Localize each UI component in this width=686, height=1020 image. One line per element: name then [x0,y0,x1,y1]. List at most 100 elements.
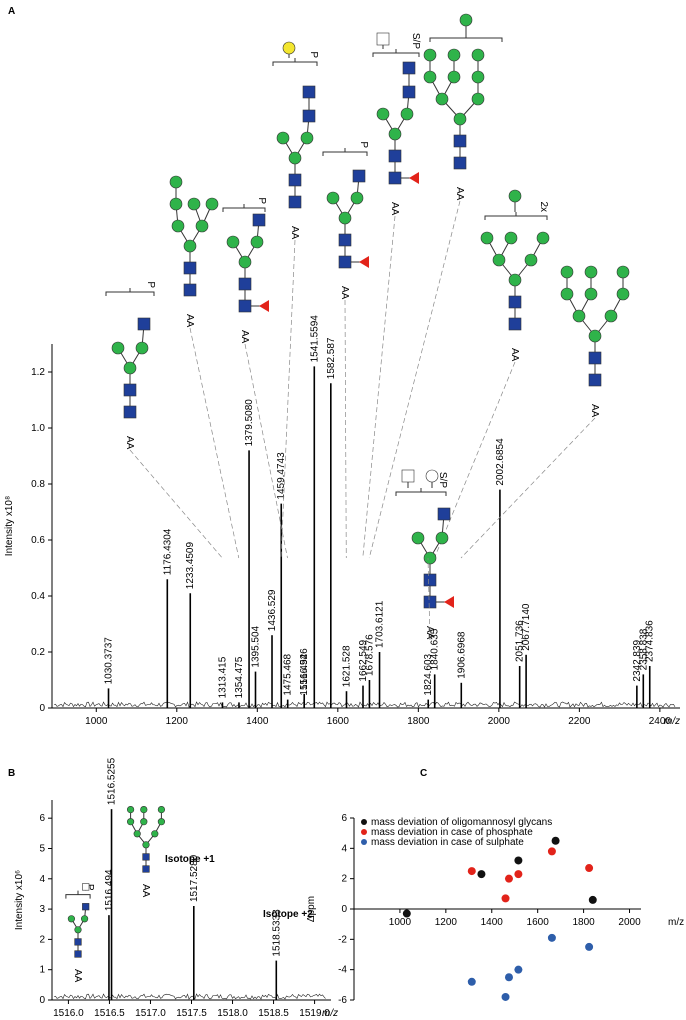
glycan-bracket [272,58,318,66]
peak-label: 1395.504 [250,625,261,667]
guide-line [189,327,240,559]
glycan-label: P [84,884,95,891]
x-tick-label: 2400 [649,716,672,727]
glycan-circle [588,329,602,343]
glycan-circle [411,531,425,545]
glycan-square [376,32,390,46]
peak-label: 1518.5333 [271,909,282,957]
peak-label: 1516.494 [299,653,310,695]
glycan-circle [282,41,296,55]
glycan-end: AA [289,226,300,240]
y-tick-label: 6 [39,813,45,824]
glycan-circle [504,231,518,245]
point [504,973,513,982]
glycan-circle [67,915,75,923]
glycan-circle [171,219,185,233]
x-axis-label: m/z [668,917,684,928]
legend-label: mass deviation in case of phosphate [371,827,533,838]
glycan-circle [492,253,506,267]
guide-line [427,557,431,641]
glycan-end: AA [424,626,435,640]
x-tick-label: 2000 [488,716,511,727]
point [504,874,513,883]
glycan-square [252,213,266,227]
glycan-circle [300,131,314,145]
glycan-circle [435,92,449,106]
glycan-square [338,255,352,269]
glycan-circle [435,531,449,545]
x-tick-label: 1519.0 [299,1008,330,1019]
guide-line [280,239,296,559]
glycan-square [183,261,197,275]
glycan-circle [572,309,586,323]
glycan-label: S/P [437,472,448,488]
peak-label: 1840.635 [430,628,441,670]
glycan: P AA [222,197,269,344]
glycan-circle [447,70,461,84]
glycan-circle [423,70,437,84]
glycan-square [74,950,82,958]
peak-label: 1475.468 [283,653,294,695]
glycan-circle [584,287,598,301]
glycan-bracket [484,212,548,220]
y-tick-label: 3 [39,904,45,915]
x-tick-label: 1200 [166,716,189,727]
peak-label: 2051.736 [515,620,526,662]
guide-line [368,200,461,559]
glycan-circle [276,131,290,145]
glycan-end: AA [140,884,151,898]
glycan-circle [151,830,159,838]
glycan-circle [127,805,135,814]
glycan-square [238,299,252,313]
glycan-square [123,383,137,397]
glycan-label: P [358,141,369,148]
glycan-square [352,169,366,183]
glycan-circle [560,265,574,279]
glycan-square [388,171,402,185]
y-tick-label: 0 [341,904,347,915]
glycan-bracket [222,204,266,212]
baseline-noise [53,993,326,1000]
y-tick-label: 6 [341,813,347,824]
glycan-label: P [256,197,267,204]
peak-label: 1516.526 [299,648,310,690]
peak-label: 1379.5080 [244,399,255,447]
glycan-end: AA [124,436,135,450]
x-tick-label: 1517.0 [135,1008,166,1019]
peak-label: 2374.836 [645,620,656,662]
fucose [259,300,269,312]
point [514,965,523,974]
glycan-circle [226,235,240,249]
peak-label: 1313.415 [217,656,228,698]
point [551,836,560,845]
y-axis-label: Δppm [306,896,317,922]
glycan-circle [425,469,439,483]
guide-line [244,343,288,559]
guide-line [344,299,347,559]
glycan-bracket [395,488,447,496]
peak-label: 1459.4743 [276,452,287,500]
point [467,977,476,986]
y-axis-label: Intensity x10⁶ [14,870,25,930]
glycan: P AA [105,281,156,450]
glycan-circle [157,805,165,814]
glycan-label: 2x [538,201,549,212]
glycan-label: P [145,281,156,288]
y-axis-label: Intensity x10⁸ [4,496,15,556]
x-tick-label: 1600 [327,716,350,727]
y-tick-label: 0 [39,995,45,1006]
x-axis-label: m/z [322,1008,338,1019]
glycan-end: AA [509,348,520,362]
point [501,894,510,903]
glycan-square [183,283,197,297]
glycan-circle [288,151,302,165]
glycan-square [302,109,316,123]
peak-label: 1703.6121 [375,600,386,648]
glycan-square [238,277,252,291]
point [402,909,411,918]
glycan-square [453,134,467,148]
glycan-end: AA [339,286,350,300]
guide-line [434,361,516,559]
glycan-circle [400,107,414,121]
glycan-circle [250,235,264,249]
